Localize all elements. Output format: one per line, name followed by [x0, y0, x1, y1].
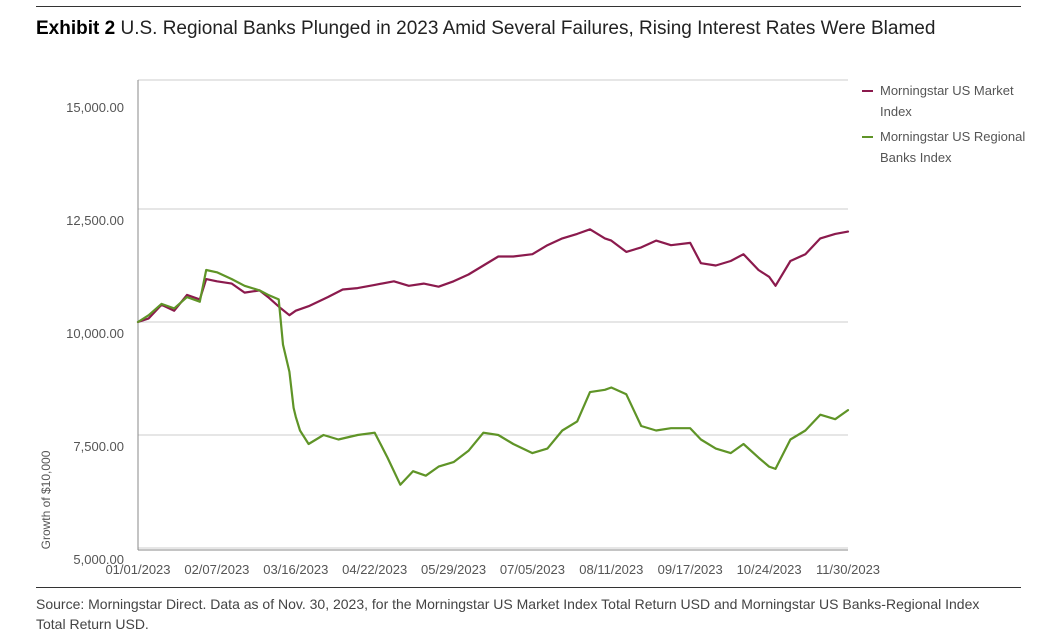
legend-swatch-banks [862, 136, 873, 138]
legend-item-market: Morningstar US Market Index [862, 80, 1032, 122]
x-tick-label: 03/16/2023 [263, 562, 328, 577]
x-tick-label: 08/11/2023 [579, 562, 643, 577]
legend-swatch-market [862, 90, 873, 92]
legend: Morningstar US Market Index Morningstar … [862, 80, 1032, 172]
exhibit-label: Exhibit 2 [36, 18, 116, 39]
series-layer [136, 228, 850, 486]
line-chart: 15,000.00 12,500.00 10,000.00 7,500.00 5,000… [39, 79, 880, 577]
title-text: U.S. Regional Banks Plunged in 2023 Amid… [120, 18, 936, 39]
x-tick-label: 01/01/2023 [105, 562, 170, 577]
legend-label-market: Morningstar US Market Index [880, 83, 1014, 119]
y-tick-label: 7,500.00 [73, 439, 124, 454]
y-tick-labels: 15,000.00 12,500.00 10,000.00 7,500.00 5,000… [66, 100, 124, 567]
source-note: Source: Morningstar Direct. Data as of N… [36, 596, 980, 632]
top-rule [36, 6, 1021, 7]
y-tick-label: 12,500.00 [66, 213, 124, 228]
x-tick-labels: 01/01/2023 02/07/2023 03/16/2023 04/22/2023… [105, 562, 880, 577]
x-tick-label: 11/30/2023 [816, 562, 880, 577]
x-tick-label: 05/29/2023 [421, 562, 486, 577]
series-line-market [136, 228, 850, 324]
x-tick-label: 04/22/2023 [342, 562, 407, 577]
x-tick-label: 10/24/2023 [737, 562, 802, 577]
y-tick-label: 15,000.00 [66, 100, 124, 115]
legend-item-banks: Morningstar US Regional Banks Index [862, 126, 1032, 168]
x-tick-label: 09/17/2023 [658, 562, 723, 577]
y-tick-label: 5,000.00 [73, 552, 124, 567]
x-tick-label: 02/07/2023 [184, 562, 249, 577]
bottom-rule [36, 587, 1021, 588]
grid-layer [137, 79, 848, 551]
chart-title: Exhibit 2 U.S. Regional Banks Plunged in… [36, 18, 935, 40]
legend-label-banks: Morningstar US Regional Banks Index [880, 129, 1026, 165]
series-line-banks [136, 268, 850, 486]
y-tick-label: 10,000.00 [66, 326, 124, 341]
y-axis-label: Growth of $10,000 [39, 450, 53, 549]
x-tick-label: 07/05/2023 [500, 562, 565, 577]
